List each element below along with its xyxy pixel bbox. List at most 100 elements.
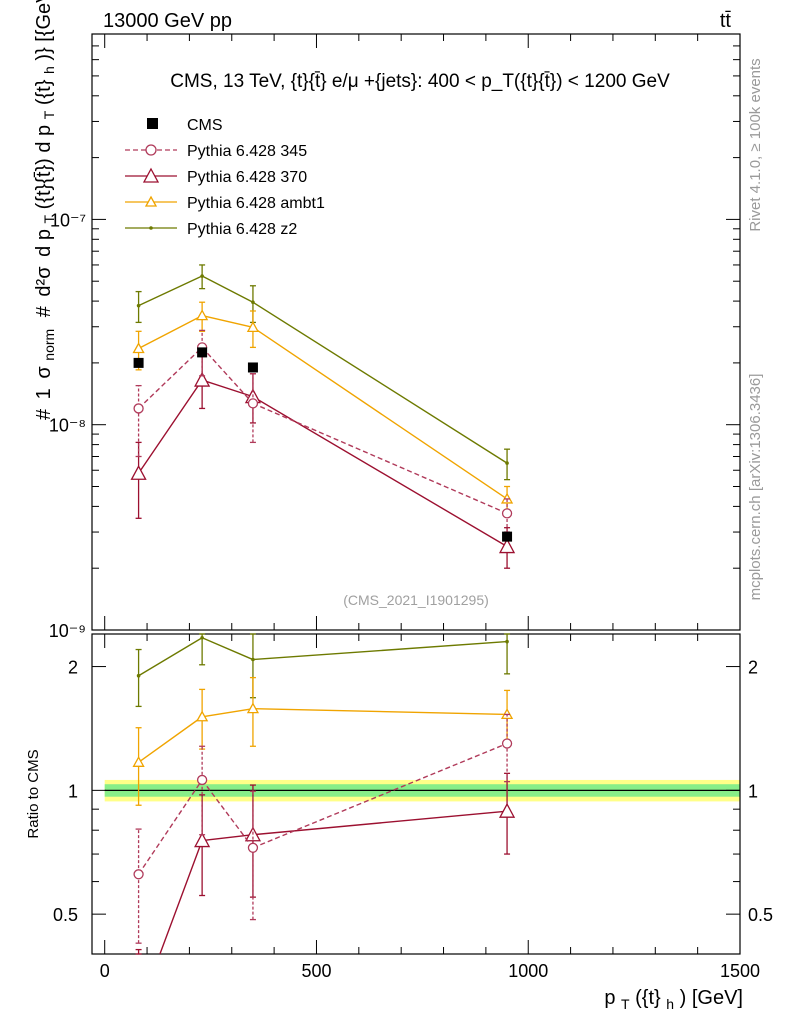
main-panel: 10⁻⁹ 10⁻⁸ 10⁻⁷ CMS, 13 TeV, {t}{t̄} e/μ +{… (25, 0, 741, 641)
legend-entry-p345: Pythia 6.428 345 (125, 143, 307, 160)
line-z2 (138, 275, 508, 464)
series-p370 (135, 772, 516, 955)
x-tick-label: 1500 (720, 961, 760, 981)
legend-entry-z2: Pythia 6.428 z2 (125, 221, 297, 238)
marker-ambt1 (196, 309, 209, 321)
mcplots-credit-label: mcplots.cern.ch [arXiv:1306.3436] (747, 374, 764, 601)
ylabel-pt-sub: T (41, 214, 57, 223)
series-p345 (133, 329, 513, 533)
legend-marker-p345 (145, 144, 157, 156)
ylabel-hash2: # (33, 305, 55, 317)
marker-z2 (505, 639, 509, 644)
legend-label-cms: CMS (187, 117, 223, 134)
marker-z2 (251, 300, 255, 305)
xlabel-close: ) [GeV] (680, 987, 743, 1009)
marker-p370 (130, 464, 147, 480)
main-y-tick-label: 10⁻⁸ (49, 416, 86, 436)
ratio-y-tick-label-right: 1 (748, 781, 758, 801)
ylabel-arg: ({t}{t̄}) d p (33, 125, 55, 210)
series-p370 (130, 355, 516, 569)
ratio-y-ticks: 0.5 0.5 1 1 2 2 (53, 658, 773, 955)
legend-marker-z2 (149, 226, 153, 230)
marker-z2 (136, 673, 141, 678)
line-z2 (138, 637, 508, 677)
header-process-label: tt̄ (720, 10, 732, 32)
legend-entry-ambt1: Pythia 6.428 ambt1 (125, 195, 325, 212)
marker-cms (197, 347, 208, 358)
marker-p345 (247, 398, 259, 409)
marker-p370 (194, 832, 211, 848)
ylabel-one: 1 (33, 388, 55, 399)
main-x-ticks (104, 34, 741, 630)
legend-label-z2: Pythia 6.428 z2 (187, 221, 297, 238)
ylabel-norm-sub: norm (41, 329, 57, 361)
line-p345 (138, 742, 508, 875)
series-cms (133, 347, 513, 542)
marker-cms (133, 357, 144, 368)
ratio-y-tick-label-right: 0.5 (748, 905, 773, 925)
marker-ambt1 (246, 702, 260, 714)
ylabel-dpt: d p (33, 229, 55, 257)
marker-p345 (247, 842, 259, 853)
legend-entry-p370: Pythia 6.428 370 (125, 167, 307, 186)
main-frame (91, 33, 741, 631)
legend-label-p345: Pythia 6.428 345 (187, 143, 307, 160)
xlabel-arg: ({t} (635, 987, 661, 1009)
legend-marker-cms (147, 118, 158, 129)
ylabel-h-sub: h (41, 66, 57, 74)
legend-marker-p370 (142, 167, 160, 183)
marker-ambt1 (132, 755, 145, 767)
marker-p370 (194, 371, 211, 387)
x-tick-label: 0 (100, 961, 110, 981)
main-y-ticks: 10⁻⁹ 10⁻⁸ 10⁻⁷ (49, 33, 740, 641)
line-ambt1 (138, 707, 508, 763)
rivet-version-label: Rivet 4.1.0, ≥ 100k events (747, 58, 764, 231)
marker-p370 (498, 538, 516, 554)
analysis-watermark: (CMS_2021_I1901295) (343, 592, 489, 608)
legend-marker-ambt1 (144, 195, 158, 207)
ylabel-d2sigma: d²σ (33, 266, 55, 297)
marker-p370 (498, 802, 516, 818)
xlabel-h-sub: h (666, 996, 674, 1012)
marker-z2 (136, 303, 141, 308)
ylabel-arg2: ({t} (33, 79, 55, 105)
line-p345 (138, 346, 508, 514)
ratio-x-ticks: 0 500 1000 1500 (100, 634, 760, 981)
marker-z2 (200, 274, 204, 278)
line-ambt1 (138, 314, 508, 500)
main-y-axis-label: # 1 σ norm # d²σ d p T ({t}{t̄}) d p T (… (25, 0, 59, 420)
line-p370 (138, 379, 508, 548)
line-p370 (159, 810, 508, 955)
marker-z2 (200, 635, 204, 640)
marker-p345 (133, 403, 144, 414)
legend-entry-cms: CMS (147, 117, 223, 134)
legend: CMS Pythia 6.428 345 Pythia 6.428 370 Py… (125, 117, 325, 238)
marker-z2 (505, 461, 509, 465)
header-energy-label: 13000 GeV pp (103, 10, 232, 32)
marker-p345 (501, 508, 513, 519)
xlabel-t-sub: T (621, 996, 630, 1012)
marker-ambt1 (132, 342, 145, 354)
ratio-y-tick-label-left: 1 (68, 781, 78, 801)
ylabel-hash1: # (33, 408, 55, 420)
main-y-tick-label: 10⁻⁹ (49, 621, 86, 641)
ratio-series-group (132, 633, 516, 955)
main-plot-title: CMS, 13 TeV, {t}{t̄} e/μ +{jets}: 400 < … (170, 71, 670, 92)
ratio-panel: 0.5 0.5 1 1 2 2 0 500 1000 1500 Ratio to CMS p T… (25, 633, 773, 1012)
ratio-y-axis-label: Ratio to CMS (25, 749, 42, 838)
ratio-frame (91, 633, 741, 955)
xlabel-p: p (604, 987, 615, 1009)
marker-p345 (133, 869, 144, 880)
marker-ambt1 (246, 321, 260, 332)
legend-label-p370: Pythia 6.428 370 (187, 169, 307, 186)
ylabel-units: )} [{GeV} (33, 0, 55, 61)
marker-p345 (196, 774, 208, 786)
series-z2 (135, 633, 511, 708)
marker-z2 (251, 657, 255, 662)
series-z2 (135, 264, 511, 481)
marker-cms (247, 362, 258, 373)
ratio-y-tick-label-left: 0.5 (53, 905, 78, 925)
marker-cms (502, 531, 513, 542)
x-tick-label: 1000 (508, 961, 548, 981)
